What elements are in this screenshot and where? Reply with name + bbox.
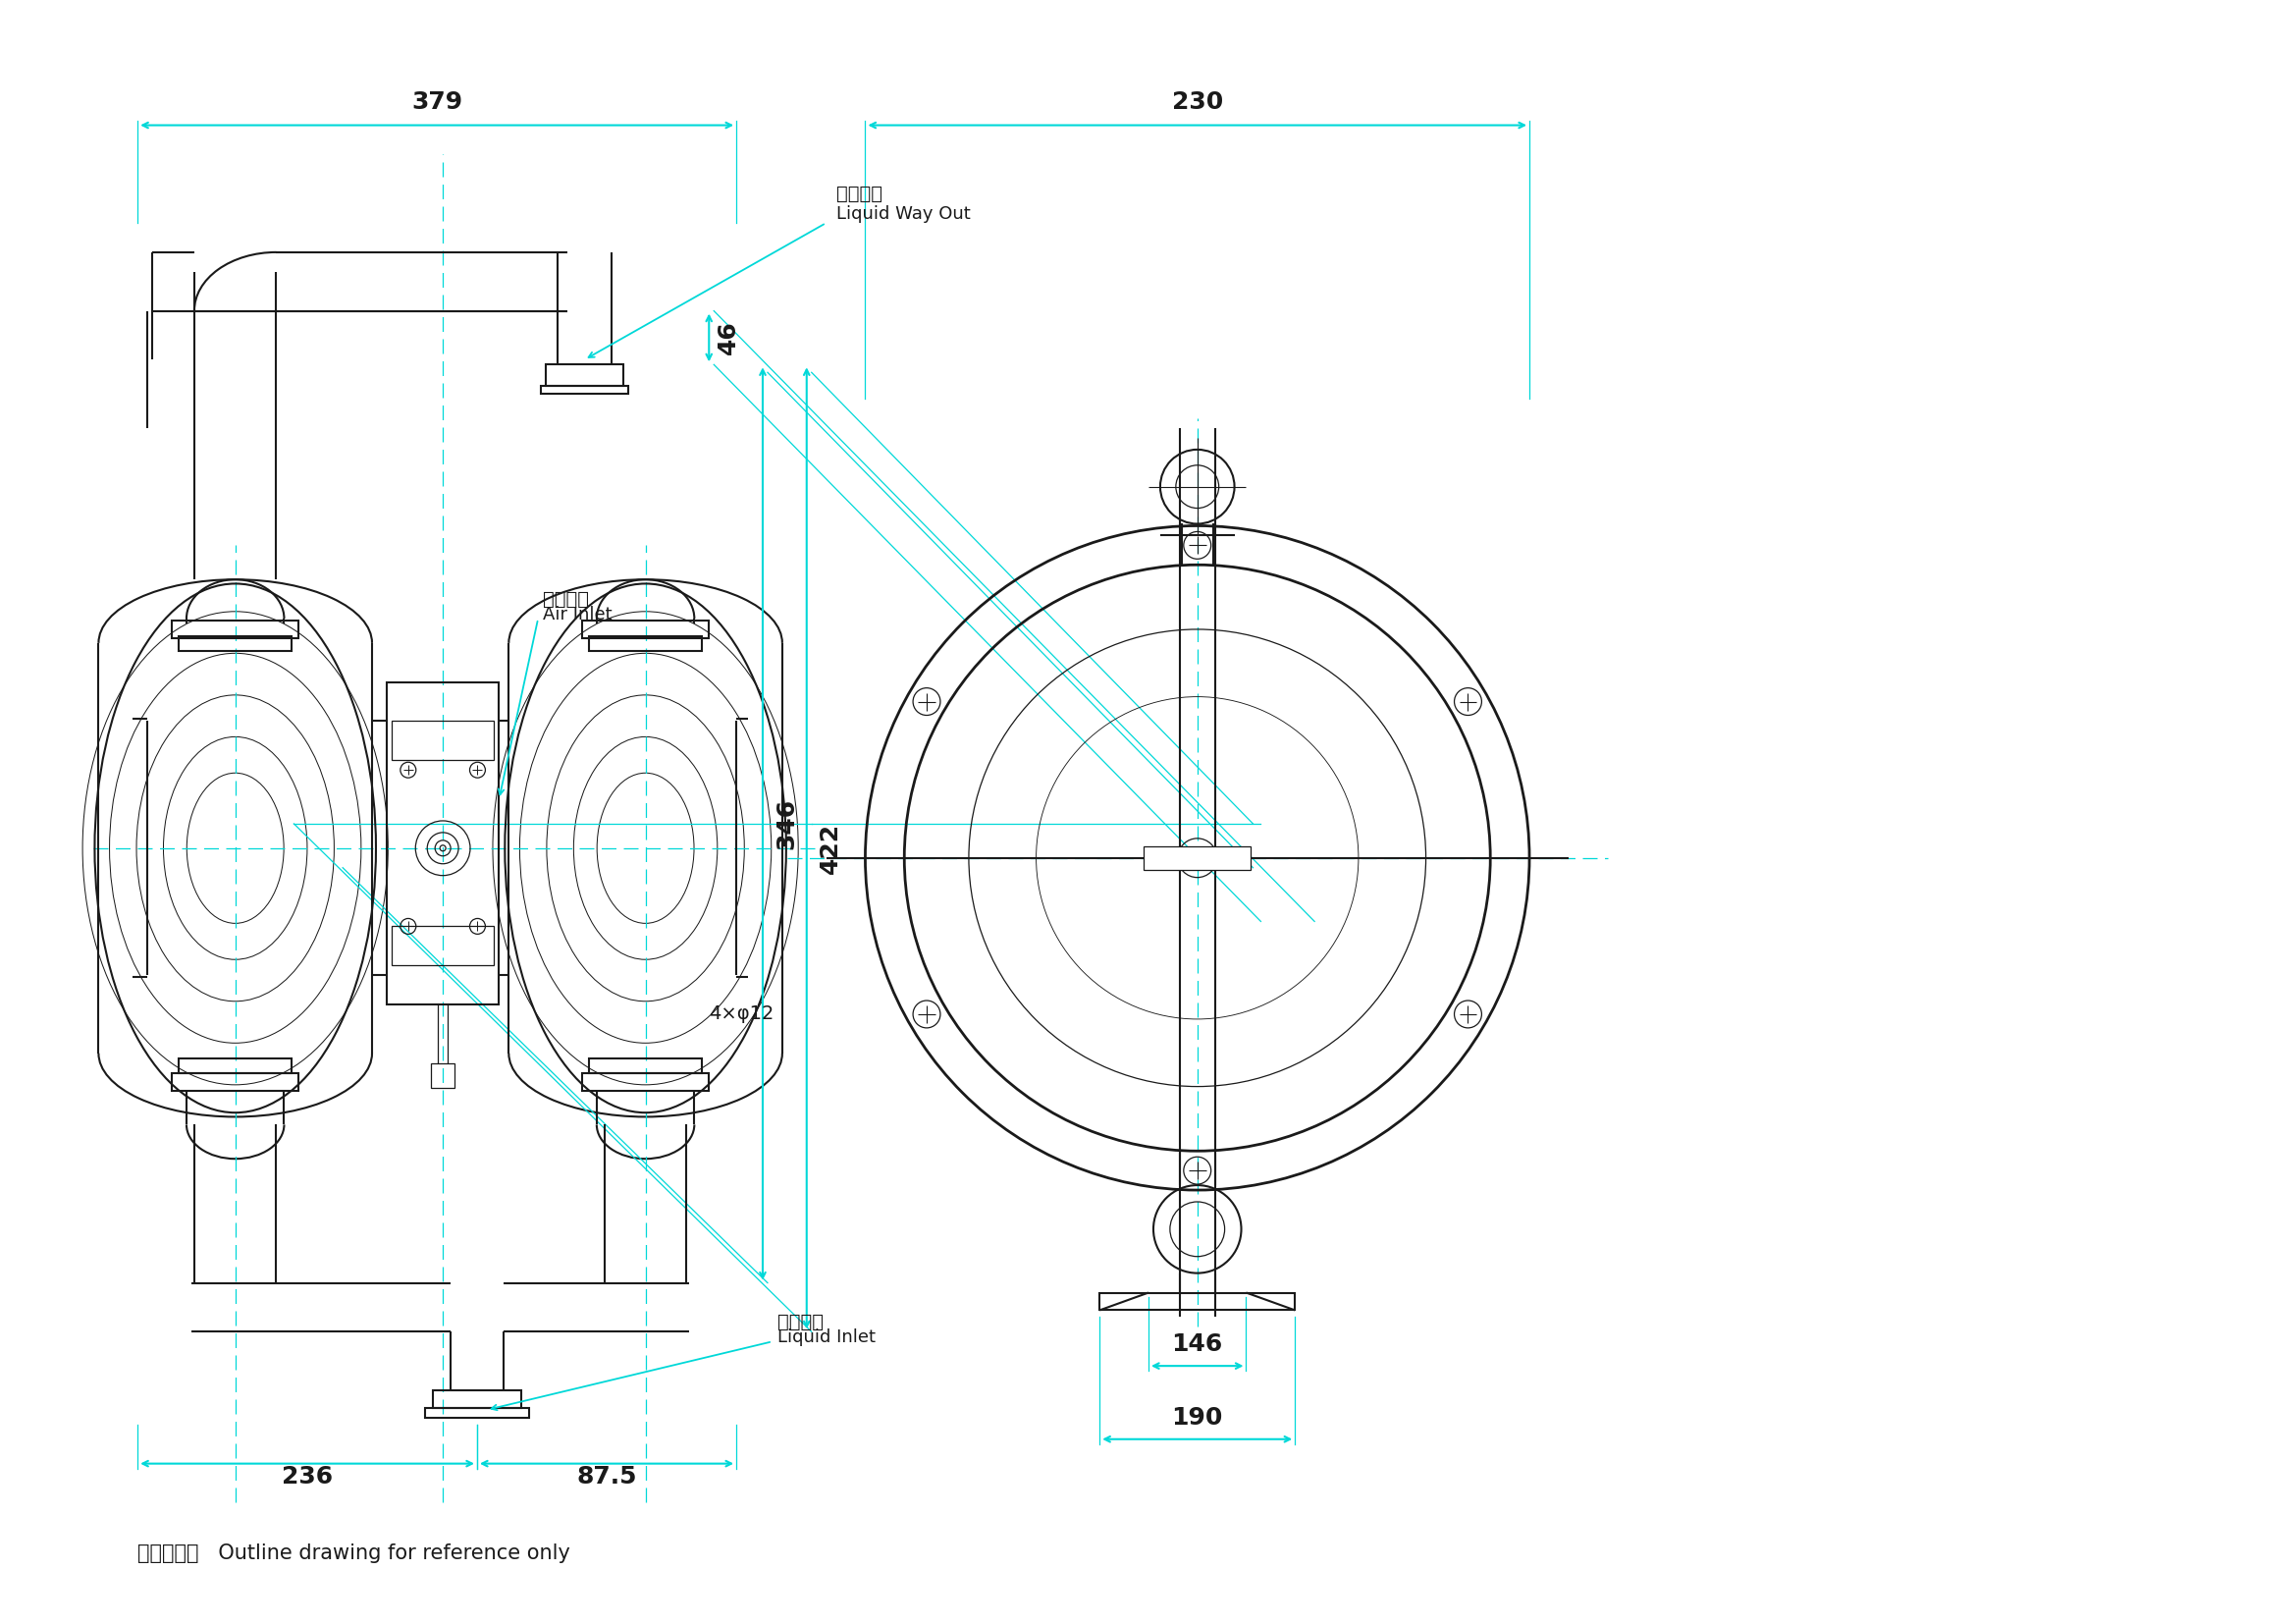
Bar [588,637,703,651]
Bar [393,926,494,965]
Bar [179,637,292,651]
Text: 379: 379 [411,89,461,114]
Bar [432,1064,455,1088]
Bar [581,1073,709,1090]
Text: Liquid Way Out: Liquid Way Out [836,205,971,222]
Text: Liquid Inlet: Liquid Inlet [778,1328,875,1346]
Text: 流体出口: 流体出口 [836,185,882,203]
Bar [172,1073,298,1090]
Text: 4×φ12: 4×φ12 [709,1005,774,1023]
Text: 流体象口: 流体象口 [778,1314,824,1332]
Text: 46: 46 [716,320,739,354]
Text: 190: 190 [1171,1406,1224,1429]
Bar [172,620,298,638]
Text: 422: 422 [817,823,843,874]
Bar [1100,1293,1295,1311]
Text: 空气象口: 空气象口 [542,590,590,609]
Bar [393,721,494,760]
Text: 236: 236 [282,1465,333,1488]
Bar [434,1390,521,1408]
Text: 外形作参考   Outline drawing for reference only: 外形作参考 Outline drawing for reference only [138,1543,569,1564]
Bar [588,1059,703,1073]
Bar [581,620,709,638]
Text: Air Inlet: Air Inlet [542,606,613,624]
Text: 346: 346 [774,797,799,849]
Text: 146: 146 [1171,1333,1224,1356]
Bar [1143,846,1251,869]
Text: 87.5: 87.5 [576,1465,636,1488]
Bar [546,364,625,387]
Text: 230: 230 [1171,89,1224,114]
Bar [425,1408,528,1418]
Bar [179,1059,292,1073]
Bar [386,682,498,1005]
Bar [540,387,629,395]
